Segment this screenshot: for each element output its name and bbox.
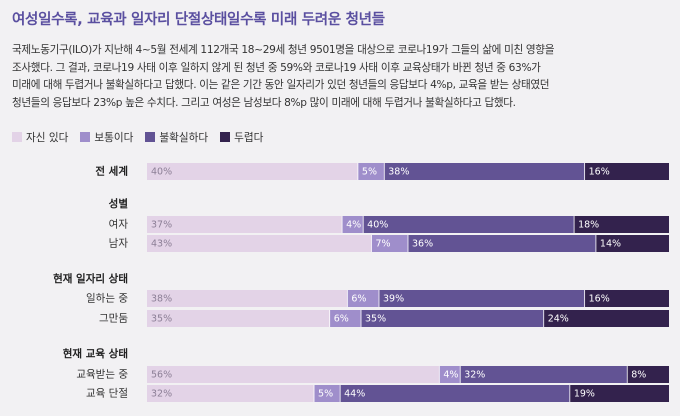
data-label: 32%	[151, 389, 172, 400]
bar-segment	[342, 216, 364, 233]
legend-item: 두렵다	[220, 130, 263, 145]
description-line: 조사했다. 그 결과, 코로나19 사태 이후 일하지 않게 된 청년 중 59…	[12, 61, 541, 74]
legend-label: 자신 있다	[26, 131, 69, 144]
data-label: 16%	[589, 167, 610, 178]
data-label: 32%	[464, 370, 485, 381]
data-label: 16%	[589, 294, 610, 305]
bar-segment	[379, 290, 585, 307]
data-label: 40%	[367, 220, 388, 231]
bar-segment	[439, 366, 461, 383]
data-label: 56%	[151, 370, 172, 381]
legend-label: 두렵다	[234, 131, 264, 144]
data-label: 19%	[574, 389, 595, 400]
data-label: 4%	[443, 370, 458, 381]
bar-segment	[147, 163, 358, 180]
legend-swatch	[80, 132, 91, 142]
bar-segment	[584, 290, 669, 307]
bar-segment	[340, 385, 570, 402]
bar-segment	[371, 235, 408, 252]
bar-segment	[147, 385, 315, 402]
data-label: 24%	[548, 314, 569, 325]
data-label: 38%	[388, 167, 409, 178]
legend-item: 불확실하다	[145, 130, 208, 145]
description: 국제노동기구(ILO)가 지난해 4~5월 전세계 112개국 18~29세 청…	[12, 42, 672, 112]
data-label: 14%	[600, 239, 621, 250]
data-label: 6%	[334, 314, 349, 325]
legend-item: 자신 있다	[12, 130, 68, 145]
row-label: 교육받는 중	[76, 369, 128, 381]
chart-title: 여성일수록, 교육과 일자리 단절상태일수록 미래 두려운 청년들	[12, 12, 385, 28]
bar-segment	[314, 385, 341, 402]
data-label: 5%	[318, 389, 333, 400]
group-label: 현재 일자리 상태	[53, 272, 128, 285]
data-label: 37%	[151, 220, 172, 231]
row-label: 그만둠	[99, 313, 128, 325]
description-line: 국제노동기구(ILO)가 지난해 4~5월 전세계 112개국 18~29세 청…	[12, 44, 555, 56]
bar-segment	[147, 366, 440, 383]
description-line: 미래에 대해 두렵거나 불확실하다고 답했다. 이는 같은 기간 동안 일자리가…	[12, 79, 550, 91]
data-label: 18%	[578, 220, 599, 231]
legend-swatch	[145, 132, 156, 142]
row-label: 여자	[109, 219, 129, 231]
bar-segment	[357, 163, 385, 180]
bar-segment	[584, 163, 669, 180]
bar-segment	[543, 310, 669, 327]
data-label: 43%	[151, 239, 172, 250]
data-label: 35%	[365, 314, 386, 325]
group-label: 성별	[109, 197, 128, 210]
row-label: 남자	[109, 238, 129, 250]
bar-segment	[147, 310, 330, 327]
data-label: 36%	[412, 239, 433, 250]
legend-swatch	[12, 132, 22, 142]
bar-segment	[460, 366, 628, 383]
legend-label: 불확실하다	[159, 131, 209, 144]
data-label: 8%	[631, 370, 646, 381]
legend-label: 보통이다	[94, 131, 134, 144]
data-label: 4%	[346, 220, 361, 231]
data-label: 39%	[383, 294, 404, 305]
legend-swatch	[220, 132, 231, 142]
bar-segment	[347, 290, 379, 307]
data-label: 35%	[151, 314, 172, 325]
bar-segment	[363, 216, 575, 233]
bar-segment	[147, 235, 372, 252]
legend: 자신 있다 보통이다 불확실하다 두렵다	[12, 130, 275, 144]
row-label: 전 세계	[95, 165, 128, 178]
bar-segment	[384, 163, 585, 180]
group-label: 현재 교육 상태	[63, 347, 128, 360]
data-label: 44%	[344, 389, 365, 400]
data-label: 38%	[151, 294, 172, 305]
bar-segment	[627, 366, 669, 383]
data-label: 5%	[362, 167, 377, 178]
bar-segment	[595, 235, 669, 252]
bar-segment	[329, 310, 362, 327]
description-line: 청년들의 응답보다 23%p 높은 수치다. 그리고 여성은 남성보다 8%p …	[12, 96, 516, 109]
row-label: 일하는 중	[86, 292, 128, 305]
bar-segment	[361, 310, 544, 327]
data-label: 40%	[151, 167, 172, 178]
data-label: 6%	[351, 294, 366, 305]
bar-segment	[569, 385, 669, 402]
legend-item: 보통이다	[80, 130, 133, 145]
bar-segment	[147, 216, 343, 233]
bar-segment	[408, 235, 596, 252]
row-label: 교육 단절	[86, 387, 128, 400]
bar-segment	[147, 290, 348, 307]
bar-segment	[574, 216, 669, 233]
data-label: 7%	[375, 239, 390, 250]
